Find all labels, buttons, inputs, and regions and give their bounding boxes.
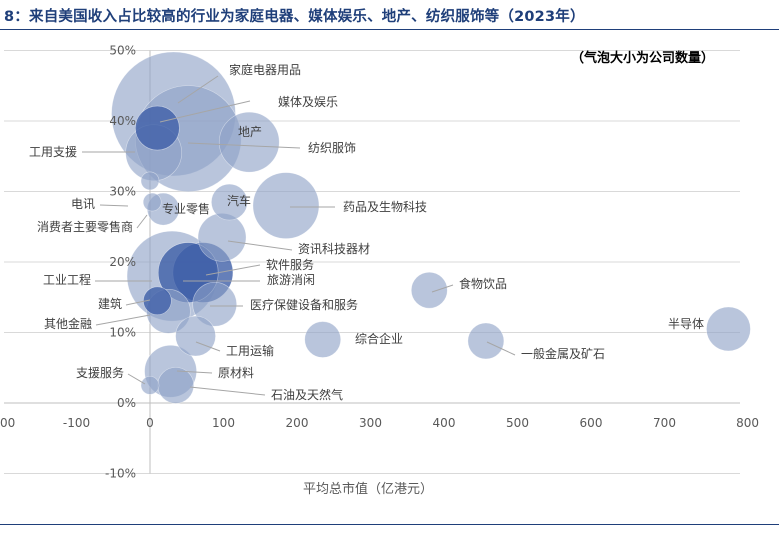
x-tick-label: 600 [580, 416, 603, 430]
bubble-label: 软件服务 [266, 257, 314, 272]
bubble [140, 376, 160, 395]
bubble-label: 医疗保健设备和服务 [250, 297, 358, 312]
bubble-label: 地产 [238, 125, 262, 139]
x-axis-title: 平均总市值（亿港元） [303, 481, 433, 497]
title-bar: 8：来自美国收入占比较高的行业为家庭电器、媒体娱乐、地产、纺织服饰等（2023年… [0, 0, 779, 30]
x-tick-label: 300 [359, 416, 382, 430]
bubble-label: 石油及天然气 [271, 387, 343, 402]
leader-line [176, 370, 213, 374]
leader-line [431, 284, 454, 293]
leader-line [486, 341, 516, 356]
bubble [197, 213, 247, 262]
leader-line [125, 299, 151, 306]
bubble-label: 电讯 [71, 197, 95, 211]
bubble [211, 183, 248, 221]
bubble [467, 322, 505, 360]
leader-line [95, 314, 151, 326]
bubble [252, 172, 320, 239]
bubble-label: 家庭电器用品 [229, 62, 301, 77]
bubble-label: 媒体及娱乐 [278, 95, 338, 109]
bubble-label: 建筑 [98, 296, 122, 311]
bubble [218, 111, 280, 173]
x-tick-label: 0 [146, 416, 154, 430]
bubble [135, 105, 180, 151]
leader-line [227, 240, 293, 251]
bubble-label: 综合企业 [355, 331, 403, 346]
bottom-rule [0, 524, 779, 525]
leader-line [127, 373, 146, 385]
chart-note: （气泡大小为公司数量） [571, 50, 714, 66]
bubble-label: 食物饮品 [459, 276, 507, 291]
y-tick-label: 20% [109, 255, 136, 269]
bubble-label: 支援服务 [76, 365, 124, 380]
leader-line [177, 75, 219, 104]
bubble-layer [111, 51, 751, 404]
bubble [140, 171, 160, 191]
tick-layer: -10% 0% 10% 20% 30% 40% 50% 00 -100 0 100 200 300 400… [0, 44, 759, 481]
bubble-label: 资讯科技器材 [298, 242, 370, 256]
y-tick-label: -10% [105, 467, 136, 481]
bubble-label: 专业零售 [162, 201, 210, 216]
bubble [706, 306, 751, 352]
leader-line [187, 142, 301, 149]
bubble-label: 旅游消闲 [267, 273, 315, 287]
y-tick-label: 50% [109, 44, 136, 58]
bubble-label: 药品及生物科技 [343, 200, 427, 214]
bubble [143, 286, 172, 316]
bubble [157, 367, 195, 404]
x-tick-label: 500 [506, 416, 529, 430]
bubble-label: 工用支援 [29, 145, 77, 159]
bubble-label: 一般金属及矿石 [521, 346, 605, 361]
x-tick-label: 00 [0, 416, 15, 430]
bubble-label: 工业工程 [43, 272, 91, 287]
bubble [410, 271, 448, 309]
y-tick-label: 30% [109, 185, 136, 199]
x-tick-label: 700 [653, 416, 676, 430]
y-tick-label: 40% [109, 114, 136, 128]
leader-line [99, 204, 129, 207]
y-tick-label: 10% [109, 326, 136, 340]
leader-line [136, 214, 148, 229]
bubble-label: 原材料 [218, 366, 254, 380]
x-tick-label: 800 [736, 416, 759, 430]
x-tick-label: 400 [433, 416, 456, 430]
bubble [142, 192, 162, 212]
bubble [175, 315, 216, 357]
bubble-label: 工用运输 [226, 343, 274, 358]
bubble-label: 半导体 [668, 317, 704, 331]
leader-line [195, 341, 221, 352]
bubble-label: 纺织服饰 [308, 141, 356, 155]
y-tick-label: 0% [117, 396, 136, 410]
leader-line [159, 100, 251, 123]
bubble [192, 281, 237, 327]
leader-line [205, 264, 261, 276]
page-title: 8：来自美国收入占比较高的行业为家庭电器、媒体娱乐、地产、纺织服饰等（2023年… [4, 9, 585, 25]
leader-line [189, 386, 266, 396]
leader-layer [82, 75, 516, 396]
x-tick-label: 100 [212, 416, 235, 430]
bubble-label: 消费者主要零售商 [37, 219, 133, 234]
bubble [304, 321, 342, 358]
bubble-label: 其他金融 [44, 316, 92, 331]
x-tick-label: -100 [63, 416, 90, 430]
bubble-label: 汽车 [227, 193, 251, 208]
x-tick-label: 200 [286, 416, 309, 430]
